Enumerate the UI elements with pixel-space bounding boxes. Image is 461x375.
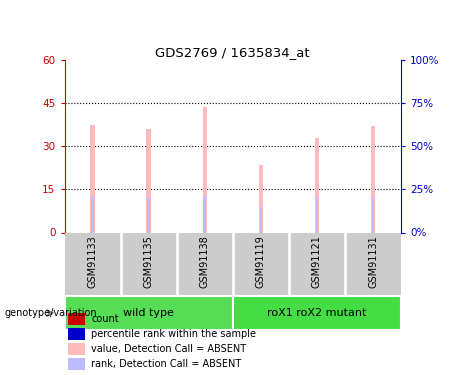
Text: percentile rank within the sample: percentile rank within the sample (91, 329, 256, 339)
Text: wild type: wild type (123, 308, 174, 318)
Text: GSM91135: GSM91135 (144, 235, 154, 288)
Bar (372, 198, 374, 232)
Bar (147, 129, 151, 232)
Bar (203, 196, 206, 232)
Bar (371, 126, 375, 232)
Text: value, Detection Call = ABSENT: value, Detection Call = ABSENT (91, 344, 247, 354)
Bar (65, 296, 233, 330)
Title: GDS2769 / 1635834_at: GDS2769 / 1635834_at (155, 46, 310, 59)
Bar (90, 124, 95, 232)
Bar (68, 358, 85, 370)
Text: rank, Detection Call = ABSENT: rank, Detection Call = ABSENT (91, 359, 242, 369)
Bar (68, 313, 85, 325)
Text: GSM91131: GSM91131 (368, 235, 378, 288)
Text: count: count (91, 314, 119, 324)
Text: roX1 roX2 mutant: roX1 roX2 mutant (267, 308, 366, 318)
Bar (202, 107, 207, 232)
Text: GSM91138: GSM91138 (200, 235, 210, 288)
Bar (260, 207, 262, 232)
Bar (91, 197, 94, 232)
Bar (148, 198, 150, 232)
Bar (316, 198, 318, 232)
Bar (68, 328, 85, 340)
Text: GSM91121: GSM91121 (312, 235, 322, 288)
Text: GSM91133: GSM91133 (88, 235, 98, 288)
Text: GSM91119: GSM91119 (256, 235, 266, 288)
Bar (233, 296, 401, 330)
Bar (259, 165, 263, 232)
Bar (68, 343, 85, 355)
Bar (315, 138, 319, 232)
Text: genotype/variation: genotype/variation (5, 308, 97, 318)
